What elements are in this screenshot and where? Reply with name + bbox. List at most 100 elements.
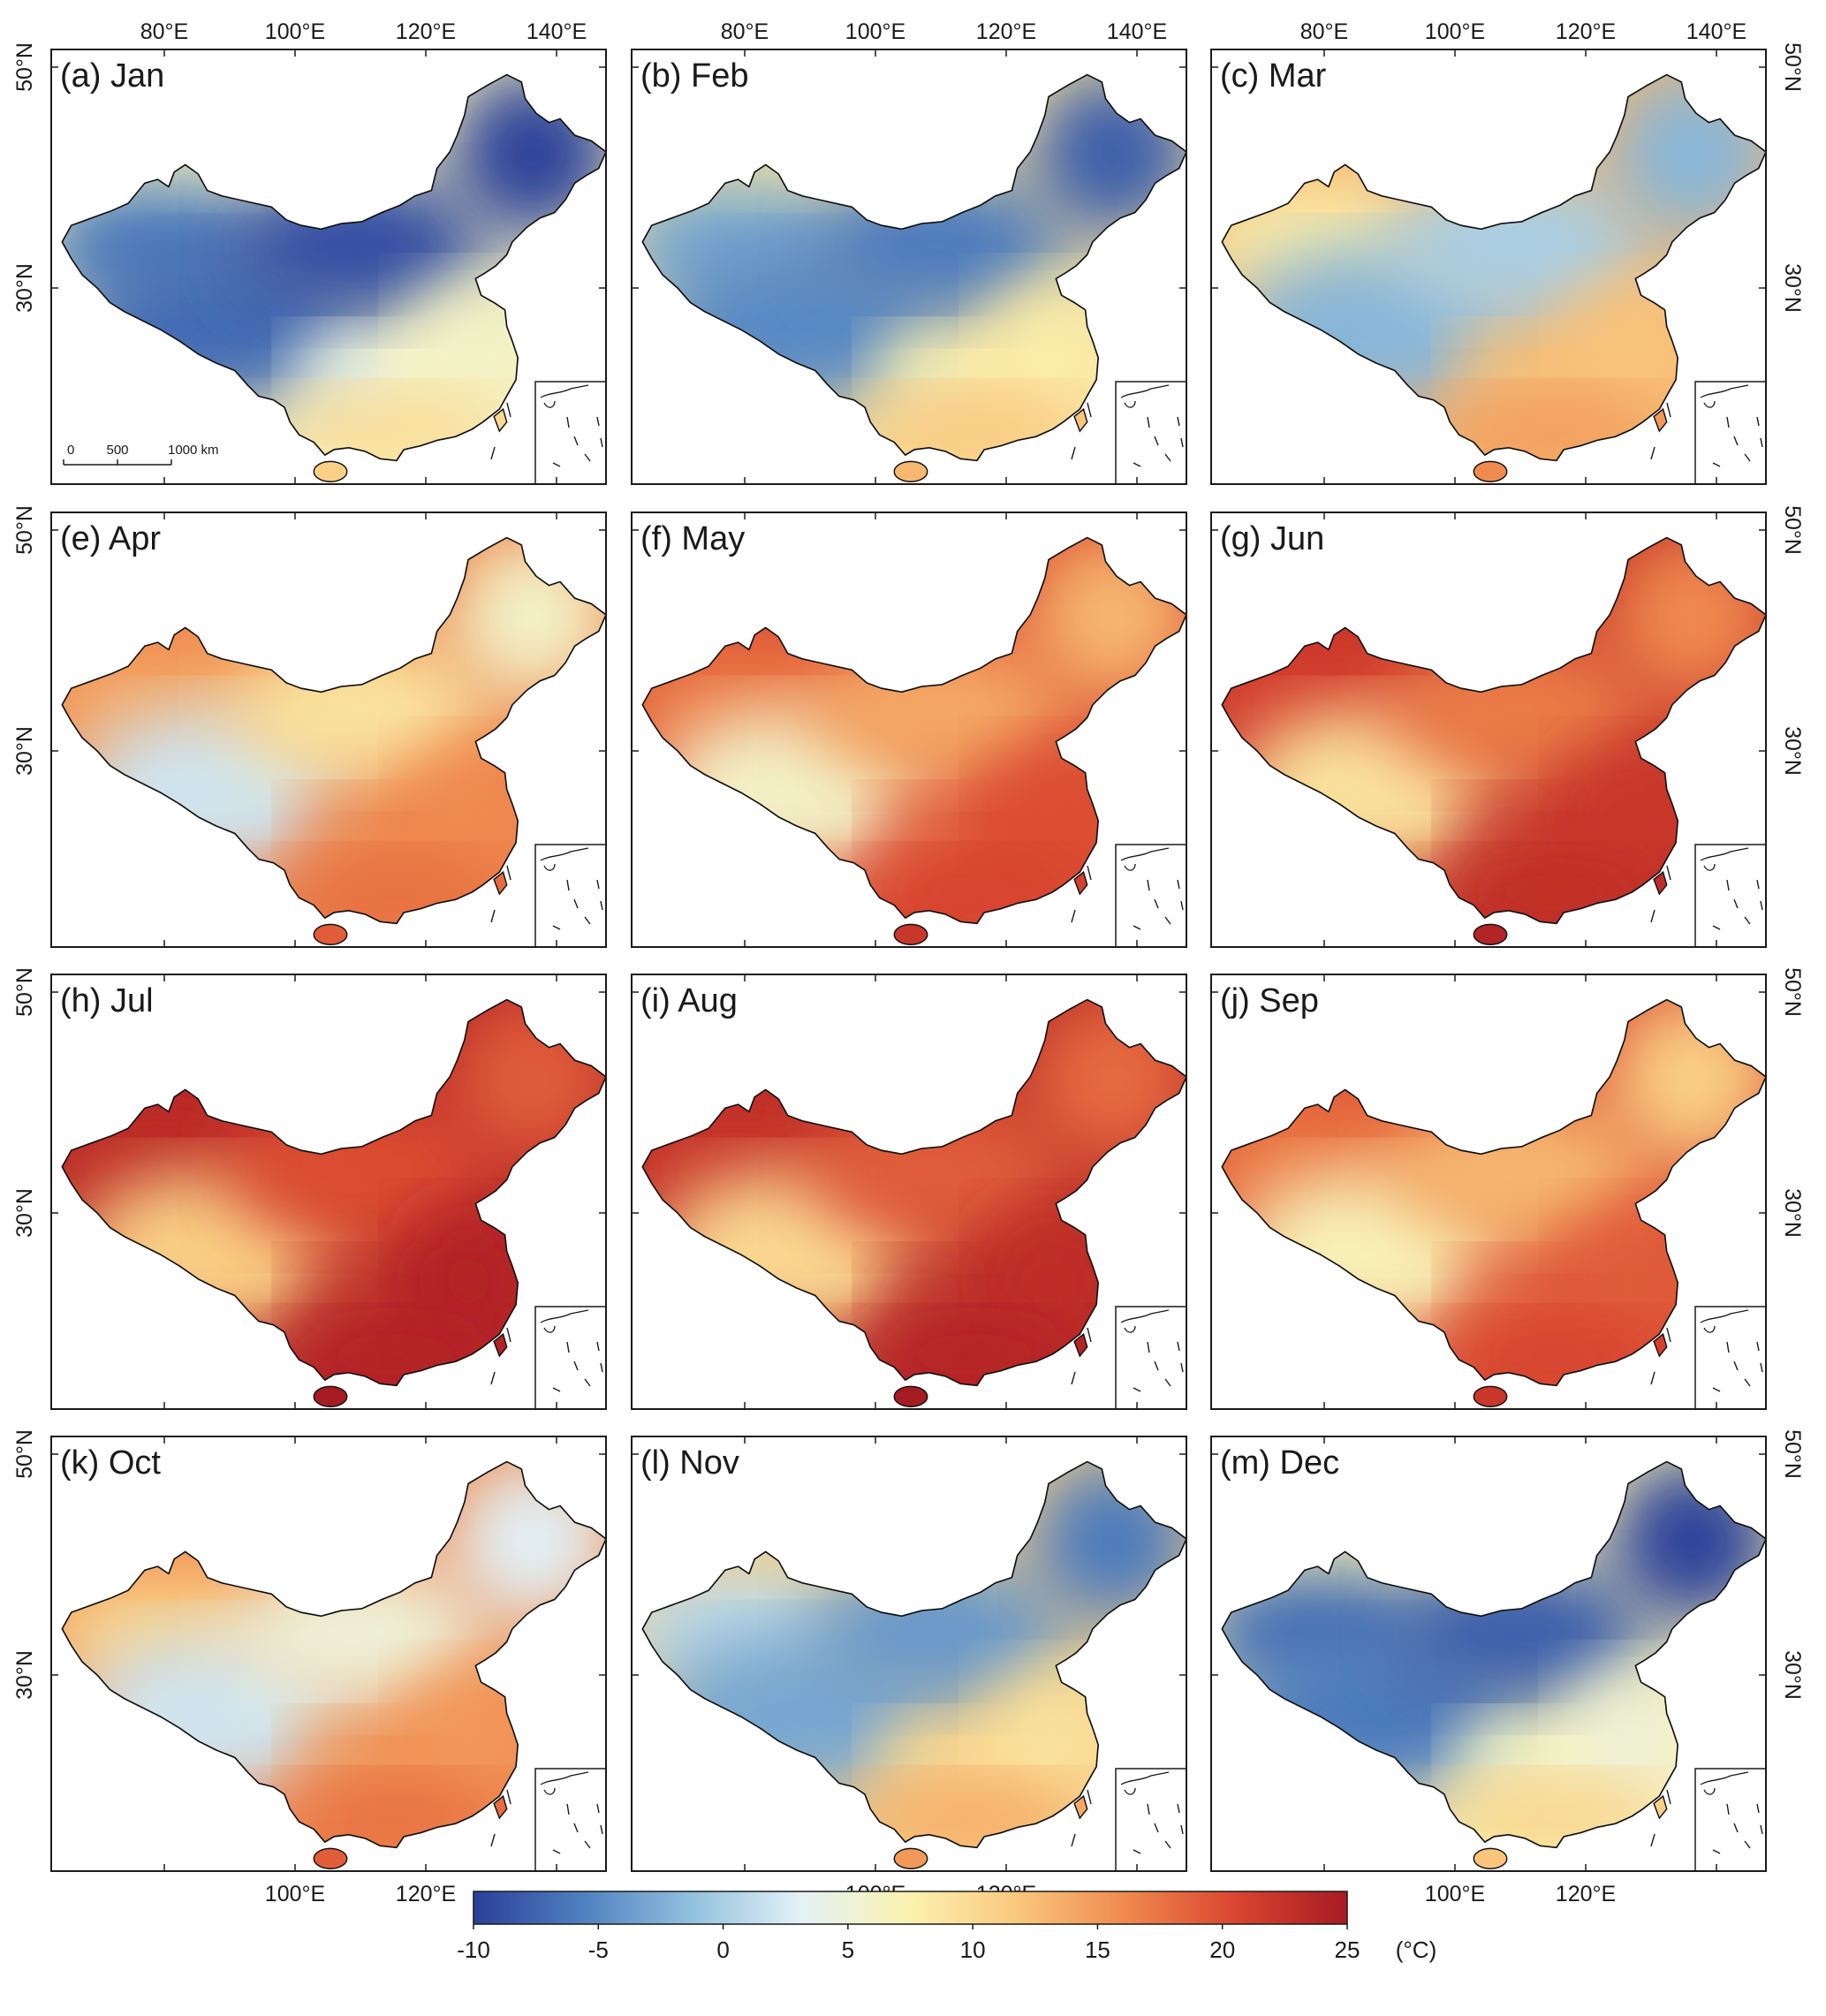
nine-dash-line bbox=[1712, 1849, 1721, 1854]
nine-dash-line bbox=[1177, 879, 1180, 890]
hainan-island bbox=[1473, 923, 1508, 946]
nine-dash-line bbox=[1712, 462, 1721, 467]
latitude-tick-label: 30°N bbox=[12, 1188, 37, 1238]
hainan-island bbox=[1473, 1847, 1508, 1870]
taiwan-island bbox=[1653, 407, 1668, 433]
china-boundary bbox=[1221, 1460, 1767, 1849]
island-dash bbox=[490, 909, 496, 923]
nine-dash-line bbox=[1133, 462, 1141, 467]
nine-dash-line bbox=[1147, 879, 1150, 891]
inset-coastline bbox=[1120, 1309, 1170, 1333]
longitude-tick-label: 80°E bbox=[1300, 19, 1348, 44]
nine-dash-line bbox=[566, 1803, 570, 1815]
map-panel: (b) Feb 80°E 100°E 120°E 140°E bbox=[631, 19, 1187, 485]
nine-dash-line bbox=[552, 462, 561, 467]
colorbar-gradient bbox=[473, 1891, 1348, 1925]
panel-label: (f) May bbox=[640, 520, 745, 557]
china-boundary bbox=[1221, 998, 1767, 1387]
nine-dash-line bbox=[1733, 1823, 1739, 1833]
panel-label: (k) Oct bbox=[60, 1444, 161, 1482]
island-dash bbox=[1666, 865, 1671, 881]
nine-dash-line bbox=[1726, 1341, 1730, 1353]
island-dash bbox=[1666, 402, 1671, 418]
nine-dash-line bbox=[1760, 1824, 1763, 1835]
taiwan-island bbox=[1073, 1332, 1088, 1358]
colorbar-tick-label: 25 bbox=[1335, 1936, 1360, 1963]
nine-dash-line bbox=[584, 916, 591, 925]
longitude-tick-label: 120°E bbox=[976, 19, 1036, 44]
longitude-tick-label: 100°E bbox=[1425, 19, 1485, 44]
hainan-island bbox=[313, 1385, 348, 1408]
south-china-sea-inset bbox=[534, 1306, 607, 1410]
nine-dash-line bbox=[1756, 879, 1760, 890]
nine-dash-line bbox=[1133, 925, 1141, 930]
inset-coastline bbox=[1700, 1771, 1749, 1795]
temperature-east-zone bbox=[984, 282, 1113, 429]
temperature-east-zone bbox=[404, 1669, 533, 1816]
nine-dash-line bbox=[1154, 436, 1159, 446]
longitude-tick-label: 80°E bbox=[140, 19, 188, 44]
island-dash bbox=[1087, 402, 1092, 418]
inset-coastline bbox=[540, 384, 589, 408]
nine-dash-line bbox=[1756, 1803, 1760, 1814]
temperature-east-zone bbox=[984, 1669, 1113, 1816]
map-panel: (j) Sep 50°N 30°N bbox=[1210, 967, 1805, 1410]
china-boundary bbox=[1221, 73, 1767, 462]
latitude-tick-label: 50°N bbox=[1780, 967, 1805, 1017]
map-panel: (c) Mar 80°E 100°E 120°E 140°E 50°N 30°N bbox=[1210, 19, 1805, 485]
hainan-island bbox=[1473, 1385, 1508, 1408]
longitude-tick-label: 100°E bbox=[845, 19, 905, 44]
nine-dash-line bbox=[1177, 1341, 1180, 1352]
nine-dash-line bbox=[1744, 453, 1751, 462]
panel-frame bbox=[1210, 974, 1767, 1410]
nine-dash-line bbox=[600, 1824, 603, 1835]
nine-dash-line bbox=[596, 879, 600, 890]
taiwan-island bbox=[493, 1794, 508, 1820]
latitude-tick-label: 50°N bbox=[12, 1429, 37, 1479]
hainan-island bbox=[313, 460, 348, 483]
map-panel: (i) Aug bbox=[631, 974, 1187, 1410]
taiwan-island bbox=[493, 870, 508, 896]
china-boundary bbox=[641, 998, 1187, 1387]
nine-dash-line bbox=[1147, 1803, 1150, 1815]
inset-coastline bbox=[1700, 1309, 1749, 1333]
china-map bbox=[641, 1460, 1187, 1870]
china-boundary bbox=[641, 73, 1187, 462]
nine-dash-line bbox=[1180, 1824, 1184, 1835]
inset-frame bbox=[1115, 1306, 1187, 1410]
nine-dash-line bbox=[1164, 1378, 1171, 1387]
nine-dash-line bbox=[552, 1387, 561, 1392]
island-dash bbox=[1666, 1327, 1671, 1343]
latitude-tick-label: 50°N bbox=[12, 505, 37, 555]
nine-dash-line bbox=[573, 436, 579, 446]
island-dash bbox=[1650, 1371, 1656, 1385]
taiwan-island bbox=[493, 1332, 508, 1358]
china-boundary bbox=[641, 536, 1187, 925]
panel-frame bbox=[1210, 1436, 1767, 1872]
colorbar-unit-label: (°C) bbox=[1396, 1936, 1437, 1963]
longitude-tick-label: 120°E bbox=[396, 1882, 456, 1906]
taiwan-island bbox=[1073, 407, 1088, 433]
latitude-tick-label: 30°N bbox=[1780, 1188, 1805, 1238]
south-china-sea-inset bbox=[1115, 381, 1187, 485]
nine-dash-line bbox=[600, 437, 603, 448]
longitude-tick-label: 100°E bbox=[265, 1882, 325, 1906]
nine-dash-line bbox=[1760, 437, 1763, 448]
colorbar-tick-label: 20 bbox=[1209, 1936, 1235, 1963]
nine-dash-line bbox=[1760, 900, 1763, 911]
nine-dash-line bbox=[566, 1341, 570, 1353]
china-boundary bbox=[1221, 536, 1767, 925]
island-dash bbox=[506, 402, 511, 418]
taiwan-island bbox=[1073, 1794, 1088, 1820]
nine-dash-line bbox=[566, 879, 570, 891]
nine-dash-line bbox=[584, 1378, 591, 1387]
island-dash bbox=[1650, 909, 1656, 923]
colorbar-tick-label: -10 bbox=[457, 1936, 490, 1963]
south-china-sea-inset bbox=[1694, 844, 1767, 948]
south-china-sea-inset bbox=[534, 1768, 607, 1872]
longitude-tick-label: 140°E bbox=[1686, 19, 1746, 44]
inset-frame bbox=[1694, 1768, 1767, 1872]
south-china-sea-inset bbox=[1694, 1768, 1767, 1872]
taiwan-island bbox=[1073, 870, 1088, 896]
nine-dash-line bbox=[1180, 900, 1184, 911]
